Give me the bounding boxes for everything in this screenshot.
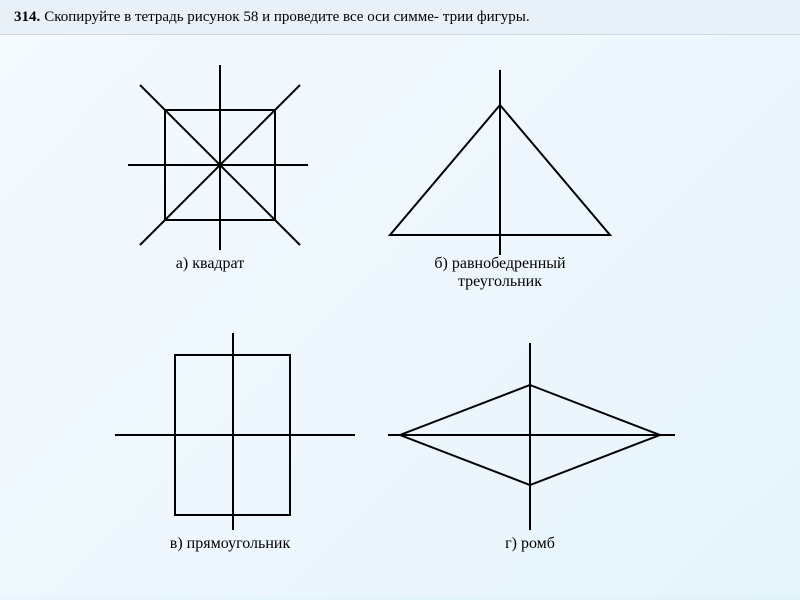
figure-triangle: б) равнобедренный треугольник [350, 55, 650, 291]
square-label: а) квадрат [110, 255, 310, 273]
problem-text-1: Скопируйте в тетрадь рисунок 58 и провед… [44, 9, 439, 25]
figure-rhombus: г) ромб [380, 325, 680, 553]
square-diagram [110, 55, 310, 255]
triangle-diagram [350, 55, 650, 255]
problem-number: 314. [14, 9, 40, 25]
triangle-label-2: треугольник [350, 273, 650, 291]
rectangle-label: в) прямоугольник [100, 535, 360, 553]
problem-text-2: трии фигуры. [443, 9, 530, 25]
problem-header: 314. Скопируйте в тетрадь рисунок 58 и п… [0, 0, 800, 35]
figure-square: а) квадрат [110, 55, 310, 273]
figures-area: а) квадрат б) равнобедренный треугольник… [0, 35, 800, 595]
rectangle-diagram [100, 325, 360, 535]
figure-rectangle: в) прямоугольник [100, 325, 360, 553]
rhombus-diagram [380, 325, 680, 535]
triangle-label: б) равнобедренный [350, 255, 650, 273]
rhombus-label: г) ромб [380, 535, 680, 553]
